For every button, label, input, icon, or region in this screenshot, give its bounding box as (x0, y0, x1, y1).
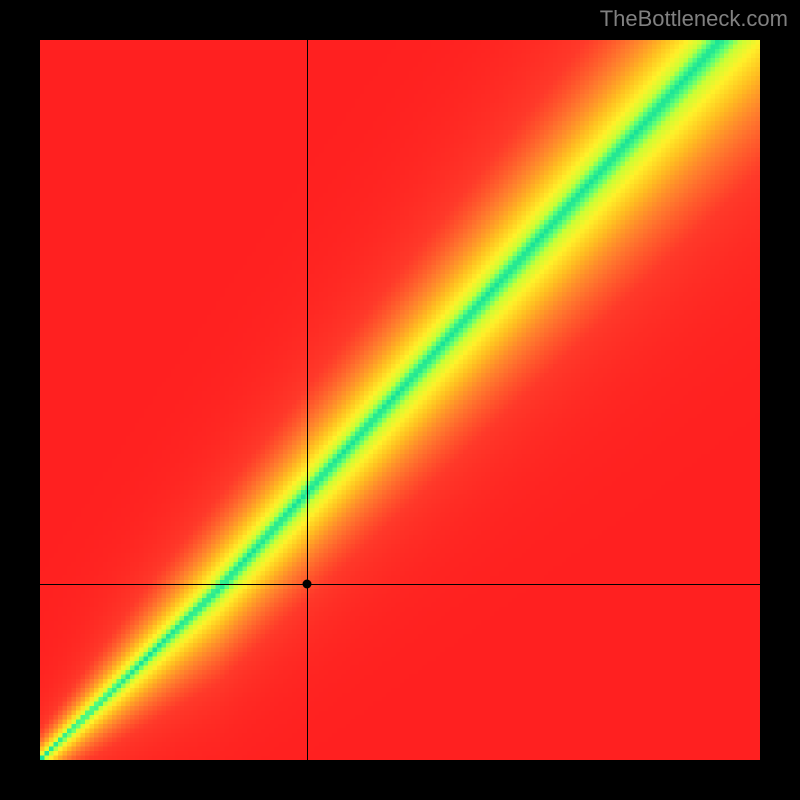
watermark-text: TheBottleneck.com (600, 6, 788, 32)
intersection-point (303, 580, 312, 589)
crosshair-horizontal (40, 584, 760, 585)
heatmap-canvas (40, 40, 760, 760)
heatmap-plot (40, 40, 760, 760)
crosshair-vertical (307, 40, 308, 760)
